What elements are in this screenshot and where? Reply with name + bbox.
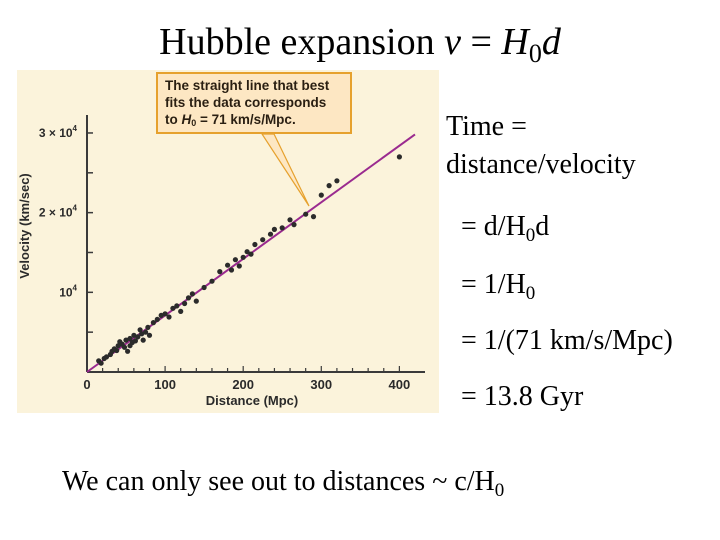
data-point-42 bbox=[228, 267, 235, 273]
data-point-44 bbox=[236, 263, 242, 269]
data-point-26 bbox=[150, 320, 156, 326]
callout-line-1: The straight line that best bbox=[165, 78, 330, 93]
data-point-1 bbox=[98, 360, 104, 366]
data-point-40 bbox=[217, 269, 223, 275]
data-point-7 bbox=[114, 347, 120, 354]
data-point-35 bbox=[185, 295, 192, 301]
data-point-58 bbox=[326, 183, 332, 189]
data-point-55 bbox=[303, 211, 309, 217]
data-point-49 bbox=[260, 237, 266, 243]
time-label: Time = bbox=[446, 111, 527, 142]
data-point-29 bbox=[162, 311, 168, 317]
x-tick-label-200: 200 bbox=[232, 377, 254, 392]
data-point-57 bbox=[318, 192, 324, 198]
data-point-14 bbox=[127, 335, 133, 342]
equation-step-1: = d/H0d bbox=[461, 211, 550, 246]
data-point-21 bbox=[139, 331, 145, 337]
callout-line-2: fits the data corresponds bbox=[165, 95, 327, 110]
data-point-59 bbox=[334, 178, 340, 184]
data-point-22 bbox=[140, 337, 146, 343]
data-point-56 bbox=[310, 214, 317, 220]
equation-step-2: = 1/H0 bbox=[461, 269, 536, 304]
data-point-25 bbox=[146, 332, 153, 338]
data-point-17 bbox=[131, 332, 137, 338]
data-point-46 bbox=[244, 249, 250, 255]
data-point-27 bbox=[154, 316, 160, 322]
y-axis-label: Velocity (km/sec) bbox=[17, 173, 32, 279]
data-point-19 bbox=[135, 334, 141, 340]
x-axis-label: Distance (Mpc) bbox=[206, 393, 298, 408]
equation-result: = 13.8 Gyr bbox=[461, 381, 584, 412]
data-point-20 bbox=[137, 327, 143, 333]
data-points bbox=[96, 154, 402, 366]
data-point-41 bbox=[225, 262, 231, 268]
tick-labels: 0 100 200 300 400 104 2 × 104 3 × 104 bbox=[39, 124, 410, 392]
data-point-3 bbox=[103, 354, 110, 360]
data-point-33 bbox=[178, 308, 184, 314]
data-point-52 bbox=[279, 225, 285, 231]
data-point-28 bbox=[158, 312, 164, 318]
y-tick-label-10000: 104 bbox=[59, 283, 77, 299]
fit-callout: The straight line that best fits the dat… bbox=[156, 72, 352, 134]
x-tick-label-300: 300 bbox=[310, 377, 332, 392]
data-point-23 bbox=[143, 329, 149, 335]
data-point-30 bbox=[166, 314, 172, 320]
x-tick-label-0: 0 bbox=[83, 377, 90, 392]
hubble-diagram: 0 100 200 300 400 104 2 × 104 3 × 104 Distance … bbox=[17, 70, 439, 413]
data-point-50 bbox=[267, 231, 274, 237]
data-point-24 bbox=[145, 324, 151, 330]
x-tick-label-400: 400 bbox=[389, 377, 411, 392]
data-point-12 bbox=[123, 337, 129, 343]
time-definition: distance/velocity bbox=[446, 149, 636, 180]
data-point-43 bbox=[232, 257, 238, 263]
data-point-60 bbox=[396, 154, 402, 160]
equation-step-3: = 1/(71 km/s/Mpc) bbox=[461, 325, 673, 356]
data-point-32 bbox=[174, 303, 180, 309]
callout-pointer-shape bbox=[260, 133, 310, 207]
y-tick-label-30000: 3 × 104 bbox=[39, 124, 78, 140]
data-point-13 bbox=[125, 348, 131, 354]
data-point-31 bbox=[170, 305, 176, 311]
slide-title: Hubble expansion v = H0d bbox=[159, 21, 561, 68]
data-point-11 bbox=[121, 344, 128, 350]
data-point-53 bbox=[287, 217, 293, 223]
data-point-39 bbox=[209, 278, 215, 284]
data-point-8 bbox=[115, 343, 121, 349]
data-point-38 bbox=[201, 284, 207, 291]
bottom-statement: We can only see out to distances ~ c/H0 bbox=[62, 466, 505, 501]
y-tick-label-20000: 2 × 104 bbox=[39, 204, 78, 220]
data-point-45 bbox=[240, 254, 246, 260]
callout-pointer bbox=[260, 133, 310, 207]
chart-axes bbox=[86, 115, 425, 373]
data-point-34 bbox=[182, 300, 188, 307]
x-tick-label-100: 100 bbox=[154, 377, 176, 392]
data-point-18 bbox=[132, 338, 138, 344]
callout-line-3: to H0 = 71 km/s/Mpc. bbox=[165, 112, 296, 128]
data-point-47 bbox=[248, 251, 254, 257]
data-point-37 bbox=[193, 298, 199, 304]
data-point-48 bbox=[252, 241, 258, 248]
data-point-36 bbox=[189, 291, 195, 297]
data-point-51 bbox=[271, 226, 277, 232]
data-point-54 bbox=[291, 222, 297, 228]
hubble-scatter-chart: 0 100 200 300 400 104 2 × 104 3 × 104 Distance … bbox=[17, 115, 425, 408]
